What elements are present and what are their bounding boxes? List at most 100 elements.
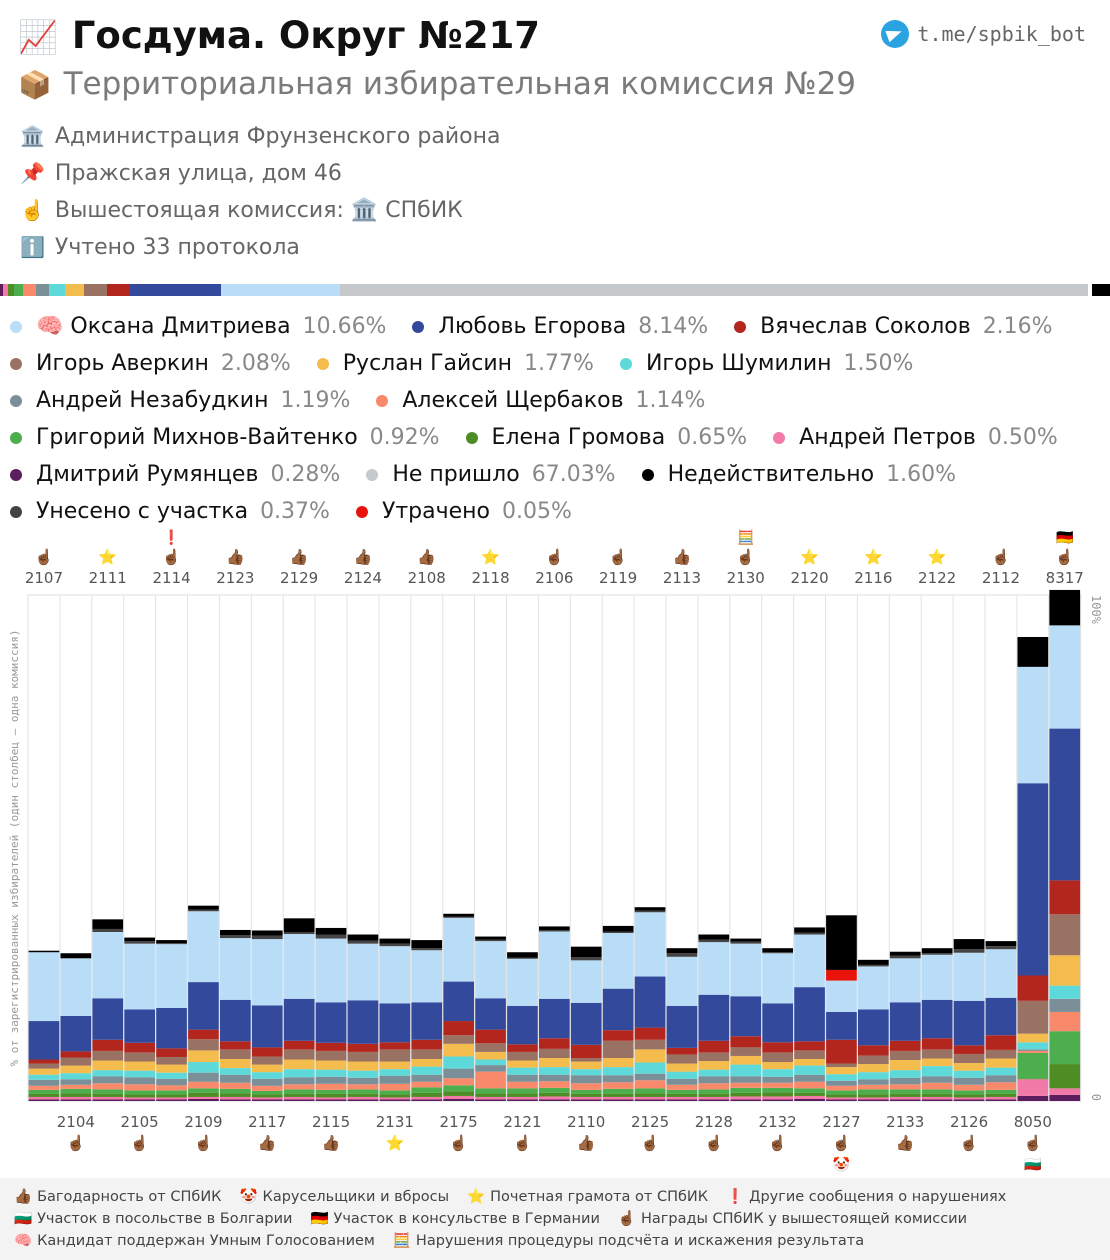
bar-segment [889, 1077, 921, 1085]
legend-swatch [773, 431, 786, 444]
bar-segment [411, 1081, 443, 1088]
bar-segment [858, 959, 889, 965]
legend-swatch [641, 468, 654, 481]
column-award-icon: ☝🏾 [768, 1133, 787, 1152]
bar-segment [889, 1040, 921, 1051]
legend-percent: 1.14% [635, 388, 706, 413]
bar-segment [220, 929, 251, 936]
column-award-icon: ☝🏾 [130, 1133, 149, 1152]
column-label: 2133 [886, 1113, 924, 1131]
bar-segment [379, 1097, 411, 1100]
bar-segment [507, 952, 538, 958]
footer-item-icon: 🧮 [392, 1233, 411, 1249]
column-award-icon: ⭐ [800, 548, 819, 566]
legend-label: Вячеслав Соколов [760, 314, 971, 339]
bar-segment [1017, 1049, 1049, 1051]
bar-segment [283, 1089, 315, 1094]
bar-segment [666, 1078, 698, 1085]
legend-row: Григорий Михнов-Вайтенко 0.92% Елена Громо… [10, 419, 1100, 456]
bar-segment [762, 1042, 793, 1053]
column-label: 2124 [344, 569, 382, 587]
legend-item: Вячеслав Соколов 2.16% [734, 314, 1053, 339]
bar-segment [28, 950, 60, 953]
bar-segment [666, 1089, 698, 1094]
legend-percent: 67.03% [531, 462, 616, 487]
bar-segment [411, 940, 443, 949]
bar-segment [762, 1062, 793, 1070]
bar-segment [283, 1093, 315, 1097]
bar-segment [347, 1093, 379, 1097]
summary-bar [0, 284, 1110, 296]
bar-segment [953, 1070, 985, 1078]
column-label: 2132 [759, 1113, 797, 1131]
legend-label: 🧠 Оксана Дмитриева [36, 314, 291, 339]
summary-segment [83, 284, 108, 296]
bar-segment [921, 1076, 953, 1083]
bar-segment [411, 1099, 443, 1101]
bar-segment [124, 1099, 155, 1101]
footer-item-icon: 👍🏾 [14, 1189, 33, 1205]
bar-segment [251, 930, 283, 936]
bar-segment [315, 1042, 347, 1051]
footer-item: ⭐ Почетная грамота от СПбИК [467, 1186, 708, 1208]
bar-segment [698, 1040, 730, 1053]
bar-segment [379, 1094, 411, 1098]
bar-segment [1049, 1031, 1081, 1065]
bar-segment [730, 1047, 762, 1056]
bar-segment [602, 1082, 634, 1089]
column-label: 2117 [248, 1113, 286, 1131]
bar-segment [283, 1040, 315, 1050]
bar-segment [889, 1093, 921, 1097]
bar-segment [698, 1089, 730, 1094]
column-label: 2105 [121, 1113, 159, 1131]
column-label: 2113 [663, 569, 701, 587]
legend-percent: 0.28% [270, 462, 341, 487]
bar-segment [188, 1050, 219, 1063]
legend-label: Руслан Гайсин [342, 351, 513, 376]
bar-segment [379, 1075, 411, 1084]
bar-segment [347, 1077, 379, 1085]
bar-segment [889, 1099, 921, 1101]
bar-segment [666, 1054, 698, 1064]
bar-segment [28, 1085, 60, 1090]
bar-segment [92, 998, 124, 1040]
bar-segment [28, 952, 60, 1022]
bar-segment [283, 931, 315, 935]
column-award-icon: ☝🏾 [194, 1133, 213, 1152]
footer-item-icon: 🇩🇪 [310, 1211, 329, 1227]
bar-segment [475, 941, 506, 999]
bar-segment [60, 1099, 92, 1101]
bar-segment [698, 1052, 730, 1062]
bar-segment [411, 1049, 443, 1060]
bar-segment [188, 909, 219, 912]
bar-segment [889, 951, 921, 956]
bar-segment [602, 1067, 634, 1076]
legend-item: Дмитрий Румянцев 0.28% [10, 462, 340, 487]
footer-item-text: Участок в консульстве в Германии [333, 1211, 600, 1227]
bar-segment [1017, 975, 1049, 1001]
telegram-link[interactable]: t.me/spbik_bot [881, 20, 1086, 48]
bar-segment [1049, 880, 1081, 915]
bar-segment [347, 1099, 379, 1101]
bar-segment [985, 1096, 1017, 1100]
bar-segment [475, 1043, 506, 1052]
bar-segment [539, 1038, 570, 1049]
bar-segment [985, 949, 1017, 998]
bar-segment [188, 1096, 219, 1099]
column-award-icon: 👍🏾 [354, 548, 373, 566]
bar-segment [634, 910, 666, 913]
bar-segment [826, 1085, 857, 1091]
bar-segment [602, 1099, 634, 1101]
bar-segment [315, 1089, 347, 1094]
bar-segment [921, 1058, 953, 1067]
bar-segment [92, 1070, 124, 1077]
bar-segment [698, 1093, 730, 1097]
bar-segment [379, 943, 411, 947]
bar-segment [921, 954, 953, 1000]
bar-segment [1017, 1050, 1049, 1053]
bar-segment [156, 1078, 187, 1086]
bar-segment [156, 1085, 187, 1091]
bar-segment [985, 1099, 1017, 1101]
bar-segment [539, 1087, 570, 1093]
legend-percent: 0.92% [369, 425, 440, 450]
